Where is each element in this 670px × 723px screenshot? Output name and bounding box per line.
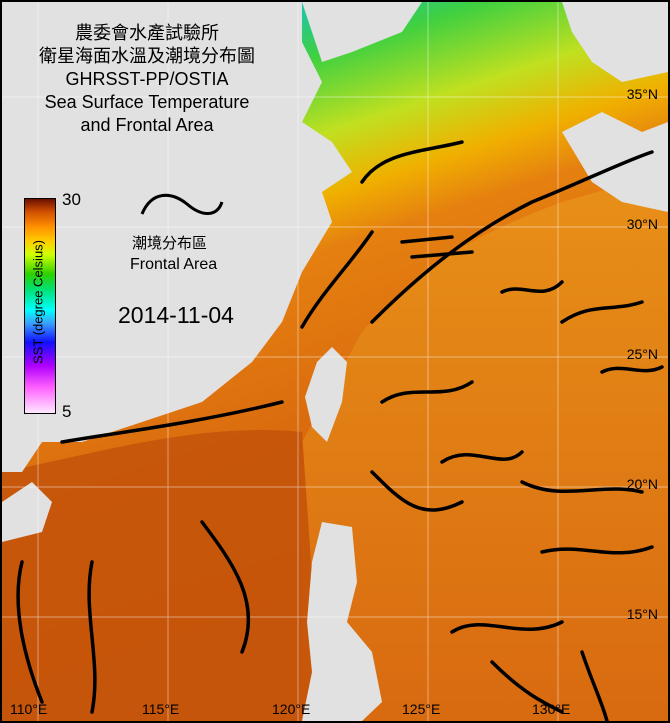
sst-colorbar — [24, 198, 56, 414]
title-line-1: 農委會水產試驗所 — [75, 23, 219, 44]
land-shandong — [302, 2, 422, 62]
warm-sea-east — [302, 172, 668, 721]
lon-label: 110°E — [10, 701, 48, 717]
lon-label: 120°E — [272, 701, 311, 717]
title-line-2: 衛星海面水溫及潮境分布圖 — [39, 46, 255, 67]
lat-label: 20°N — [626, 476, 658, 492]
land-china — [2, 2, 352, 472]
front-legend-label-en: Frontal Area — [130, 256, 218, 273]
land-hainan — [2, 482, 52, 542]
lon-label: 115°E — [142, 701, 180, 717]
title-line-4: Sea Surface Temperature — [44, 92, 250, 112]
land-korea — [562, 2, 668, 82]
map-date: 2014-11-04 — [118, 302, 234, 328]
lat-label: 30°N — [626, 216, 658, 232]
colorbar-max-label: 30 — [62, 190, 81, 209]
land-luzon — [302, 522, 382, 721]
lon-label: 125°E — [402, 701, 441, 717]
title-line-5: and Frontal Area — [80, 115, 214, 135]
land-japan — [562, 112, 668, 212]
land-taiwan — [305, 347, 347, 442]
colorbar-min-label: 5 — [62, 402, 72, 421]
front-legend-icon — [140, 193, 224, 215]
map-title: 農委會水產試驗所 衛星海面水溫及潮境分布圖 GHRSST-PP/OSTIA Se… — [2, 22, 292, 137]
colorbar-axis-label: SST (degree Celsius) — [30, 239, 46, 365]
frontal-lines — [16, 140, 664, 721]
lon-label: 130°E — [532, 701, 571, 717]
title-line-3: GHRSST-PP/OSTIA — [65, 69, 229, 89]
lat-label: 15°N — [626, 606, 658, 622]
front-legend-label-zh: 潮境分布區 — [132, 234, 208, 252]
warm-sea-southwest — [2, 430, 322, 721]
lat-label: 25°N — [626, 346, 658, 362]
lat-label: 35°N — [626, 86, 658, 102]
